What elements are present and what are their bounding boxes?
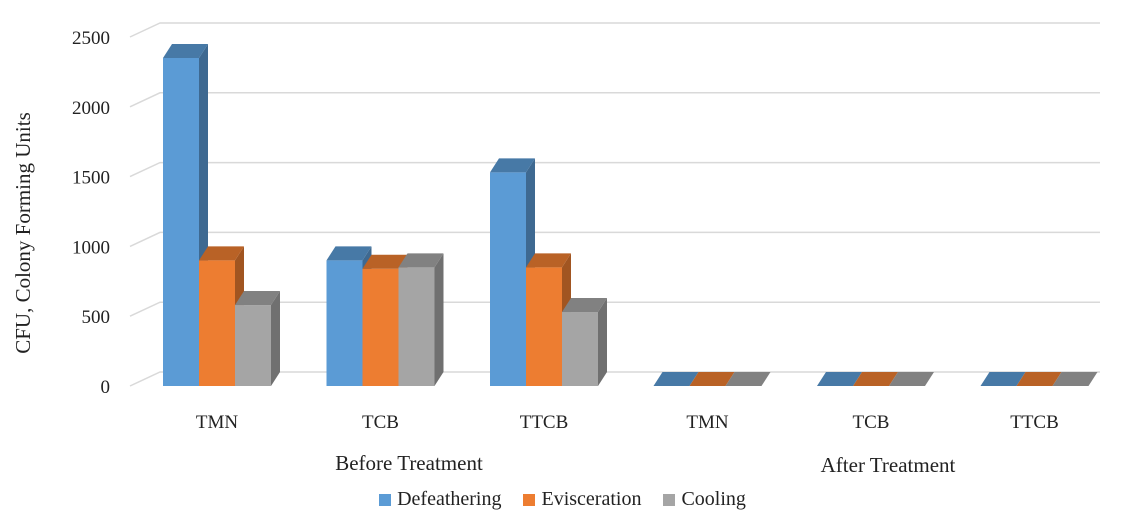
x-category-label: TMN xyxy=(686,412,729,433)
gridlines xyxy=(129,22,1100,387)
legend-swatch xyxy=(523,493,536,506)
bar xyxy=(398,253,444,386)
legend-swatch xyxy=(379,493,392,506)
legend-item: Cooling xyxy=(663,488,746,511)
legend-label: Evisceration xyxy=(541,488,642,510)
legend-label: Cooling xyxy=(681,488,746,510)
x-category-label: TTCB xyxy=(1010,412,1059,433)
y-tick-label: 2000 xyxy=(72,98,110,119)
gridline xyxy=(129,301,1100,317)
bar xyxy=(689,372,735,386)
chart-svg: 0 500 1000 1500 2000 2500 TMN TCB TTCB TMN TCB TTC… xyxy=(11,22,1100,477)
x-category-label: TTCB xyxy=(520,412,569,433)
bar xyxy=(1052,372,1098,386)
bar xyxy=(653,372,699,386)
bar xyxy=(853,372,898,386)
legend-item: Defeathering xyxy=(379,488,501,511)
bar xyxy=(235,291,280,386)
bar xyxy=(1016,372,1062,386)
bar xyxy=(490,158,535,386)
x-axis-categories: TMN TCB TTCB TMN TCB TTCB xyxy=(196,412,1059,433)
bar xyxy=(889,372,934,386)
bars xyxy=(163,43,1098,386)
y-tick-label: 500 xyxy=(82,307,111,328)
y-axis-ticks: 0 500 1000 1500 2000 2500 xyxy=(72,28,110,398)
bar xyxy=(562,298,607,386)
x-category-label: TMN xyxy=(196,412,239,433)
bar xyxy=(163,43,208,386)
group-label: Before Treatment xyxy=(335,451,483,475)
y-tick-label: 1000 xyxy=(72,237,110,258)
legend-swatch xyxy=(663,493,676,506)
legend-label: Defeathering xyxy=(397,488,502,510)
x-category-label: TCB xyxy=(362,412,399,433)
legend: Defeathering Evisceration Cooling xyxy=(0,488,1125,511)
group-labels: Before Treatment After Treatment xyxy=(335,451,955,477)
legend-item: Evisceration xyxy=(523,488,641,511)
gridline xyxy=(129,371,1100,387)
bar xyxy=(817,372,862,386)
bar xyxy=(980,372,1026,386)
bar xyxy=(725,372,771,386)
gridline xyxy=(129,92,1100,108)
y-axis-label: CFU, Colony Forming Units xyxy=(11,112,35,354)
gridline xyxy=(129,22,1100,38)
gridline xyxy=(129,161,1100,178)
gridline xyxy=(129,231,1100,248)
group-label: After Treatment xyxy=(821,453,956,477)
x-category-label: TCB xyxy=(853,412,890,433)
y-tick-label: 1500 xyxy=(72,168,110,189)
y-tick-label: 0 xyxy=(101,377,111,398)
y-tick-label: 2500 xyxy=(72,28,110,49)
